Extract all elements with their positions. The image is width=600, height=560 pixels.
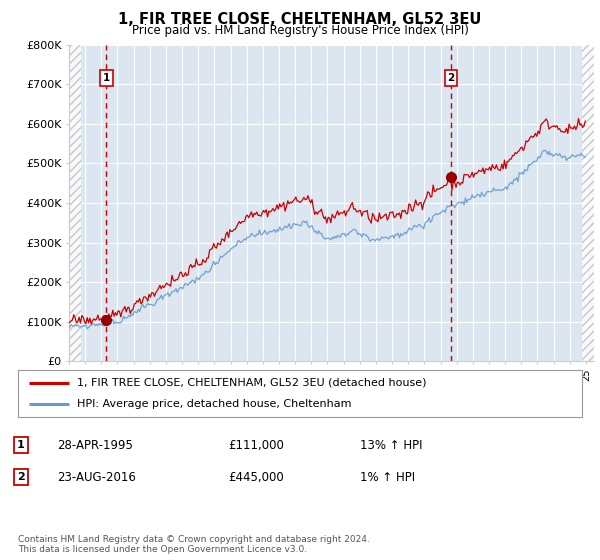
Text: £445,000: £445,000 [228,470,284,484]
Text: 28-APR-1995: 28-APR-1995 [57,438,133,452]
Text: Price paid vs. HM Land Registry's House Price Index (HPI): Price paid vs. HM Land Registry's House … [131,24,469,37]
Text: 1, FIR TREE CLOSE, CHELTENHAM, GL52 3EU: 1, FIR TREE CLOSE, CHELTENHAM, GL52 3EU [118,12,482,27]
Text: 1, FIR TREE CLOSE, CHELTENHAM, GL52 3EU (detached house): 1, FIR TREE CLOSE, CHELTENHAM, GL52 3EU … [77,378,427,388]
Text: 1% ↑ HPI: 1% ↑ HPI [360,470,415,484]
Text: HPI: Average price, detached house, Cheltenham: HPI: Average price, detached house, Chel… [77,399,352,409]
Text: 23-AUG-2016: 23-AUG-2016 [57,470,136,484]
Text: 1: 1 [103,73,110,83]
Text: £111,000: £111,000 [228,438,284,452]
Text: 1: 1 [17,440,25,450]
Text: 2: 2 [447,73,455,83]
Text: Contains HM Land Registry data © Crown copyright and database right 2024.
This d: Contains HM Land Registry data © Crown c… [18,535,370,554]
Text: 2: 2 [17,472,25,482]
Text: 13% ↑ HPI: 13% ↑ HPI [360,438,422,452]
